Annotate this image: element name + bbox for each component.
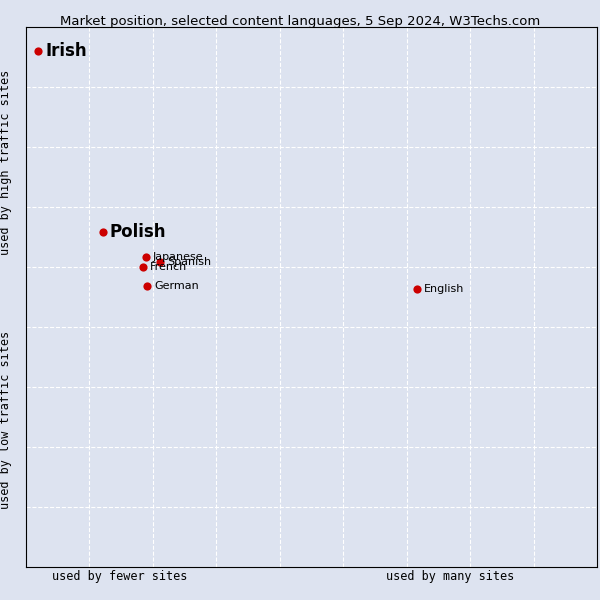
Text: Market position, selected content languages, 5 Sep 2024, W3Techs.com: Market position, selected content langua… xyxy=(60,15,540,28)
Text: used by many sites: used by many sites xyxy=(386,570,514,583)
Point xyxy=(138,262,148,272)
Text: Japanese: Japanese xyxy=(152,251,203,262)
Text: used by high traffic sites: used by high traffic sites xyxy=(0,70,13,254)
Text: Polish: Polish xyxy=(110,223,166,241)
Point xyxy=(412,284,422,293)
Text: Irish: Irish xyxy=(45,42,87,61)
Text: German: German xyxy=(154,281,199,291)
Text: French: French xyxy=(150,262,187,272)
Point xyxy=(155,257,165,266)
Text: Spanish: Spanish xyxy=(167,257,211,267)
Point xyxy=(141,252,151,262)
Point xyxy=(98,227,108,237)
Text: English: English xyxy=(424,284,464,294)
Text: used by low traffic sites: used by low traffic sites xyxy=(0,331,13,509)
Point xyxy=(34,47,43,56)
Text: used by fewer sites: used by fewer sites xyxy=(52,570,188,583)
Point xyxy=(143,281,152,291)
